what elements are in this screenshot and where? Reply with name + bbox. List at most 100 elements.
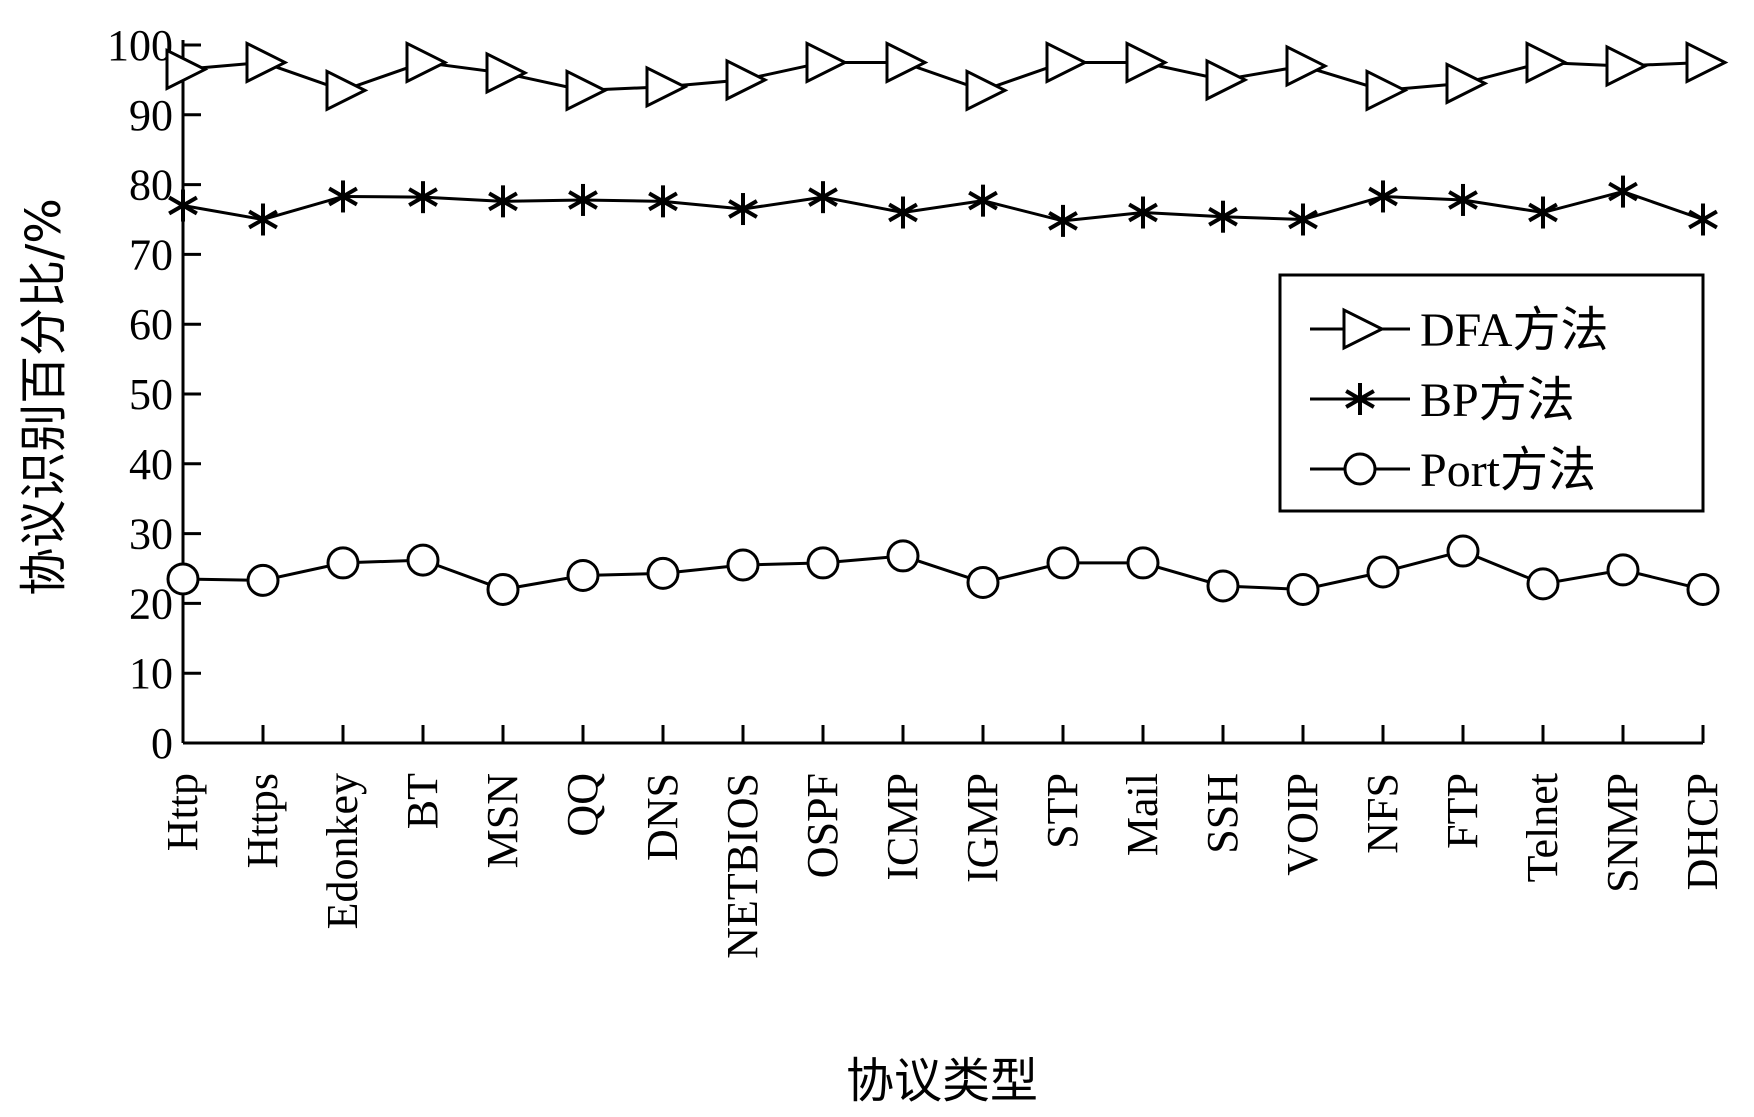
marker-asterisk: [1528, 196, 1558, 229]
marker-circle: [1366, 555, 1400, 589]
x-tick-label: IGMP: [958, 773, 1007, 883]
x-tick-label: DHCP: [1678, 773, 1727, 890]
marker-triangle: [565, 68, 609, 112]
marker-circle: [406, 543, 440, 577]
marker-circle: [1046, 546, 1080, 580]
marker-triangle: [245, 41, 289, 84]
marker-circle: [486, 572, 520, 606]
marker-circle: [966, 565, 1000, 599]
marker-circle: [246, 563, 280, 597]
marker-asterisk: [328, 180, 358, 213]
marker-asterisk: [568, 183, 598, 216]
x-tick-label: SNMP: [1598, 773, 1647, 893]
series-1: [165, 41, 1729, 112]
y-tick-label: 0: [151, 719, 173, 768]
marker-asterisk: [1048, 204, 1078, 237]
marker-asterisk: [1208, 200, 1238, 233]
marker-circle: [886, 539, 920, 573]
series-layer: [165, 41, 1729, 606]
marker-circle: [166, 562, 200, 596]
marker-triangle: [485, 51, 529, 95]
x-tick-label: Http: [158, 773, 207, 851]
x-tick-label: STP: [1038, 773, 1087, 849]
series-line: [182, 190, 1704, 223]
marker-circle: [1286, 572, 1320, 606]
y-tick-label: 70: [129, 230, 173, 279]
marker-triangle: [1342, 307, 1386, 351]
marker-triangle: [805, 41, 849, 84]
x-axis-title: 协议类型: [846, 1053, 1038, 1109]
marker-triangle: [1125, 41, 1169, 84]
x-tick-label: ICMP: [878, 773, 927, 881]
legend-item: BP方法: [1310, 374, 1575, 427]
y-tick-label: 30: [129, 510, 173, 559]
series-3: [166, 534, 1720, 606]
marker-circle: [326, 546, 360, 580]
marker-circle: [566, 558, 600, 592]
marker-asterisk: [1688, 203, 1718, 236]
y-tick-label: 40: [129, 440, 173, 489]
marker-circle: [1526, 567, 1560, 601]
marker-asterisk: [168, 189, 198, 222]
marker-circle: [1126, 546, 1160, 580]
marker-asterisk: [408, 181, 438, 214]
marker-triangle: [1285, 44, 1329, 88]
marker-asterisk: [1368, 180, 1398, 213]
marker-asterisk: [648, 185, 678, 218]
y-tick-label: 100: [107, 21, 173, 70]
marker-asterisk: [888, 196, 918, 229]
x-tick-label: Edonkey: [318, 773, 367, 929]
marker-triangle: [1605, 44, 1649, 88]
legend-label: Port方法: [1420, 444, 1596, 497]
marker-asterisk: [1448, 183, 1478, 216]
marker-circle: [806, 546, 840, 580]
marker-circle: [1606, 553, 1640, 587]
y-tick-label: 50: [129, 370, 173, 419]
marker-triangle: [965, 68, 1009, 112]
marker-circle: [1446, 534, 1480, 568]
x-tick-label: OSPF: [798, 773, 847, 878]
series-2: [168, 175, 1718, 237]
x-tick-label: Telnet: [1518, 773, 1567, 882]
marker-asterisk: [808, 181, 838, 214]
x-tick-label: MSN: [478, 773, 527, 868]
y-tick-label: 10: [129, 649, 173, 698]
marker-triangle: [1205, 58, 1249, 102]
legend-item: Port方法: [1310, 444, 1596, 497]
x-tick-label: Mail: [1118, 773, 1167, 856]
marker-triangle: [885, 41, 929, 84]
y-tick-label: 60: [129, 300, 173, 349]
x-tick-label: FTP: [1438, 773, 1487, 849]
marker-triangle: [1365, 68, 1409, 112]
marker-triangle: [165, 48, 209, 91]
marker-asterisk: [488, 185, 518, 218]
marker-asterisk: [248, 203, 278, 236]
marker-circle: [1686, 572, 1720, 606]
y-tick-label: 20: [129, 579, 173, 628]
legend: DFA方法 BP方法 Port方法: [1278, 273, 1705, 513]
marker-circle: [726, 548, 760, 582]
marker-triangle: [725, 58, 769, 102]
marker-triangle: [325, 68, 369, 112]
x-tick-label: DNS: [638, 773, 687, 861]
marker-circle: [646, 556, 680, 590]
x-tick-label: QQ: [558, 773, 607, 837]
y-tick-label: 90: [129, 91, 173, 140]
marker-asterisk: [1128, 196, 1158, 229]
y-axis-title: 协议识别百分比/%: [16, 198, 72, 596]
marker-asterisk: [1345, 383, 1375, 415]
legend-item: DFA方法: [1310, 304, 1608, 357]
marker-asterisk: [1288, 203, 1318, 236]
marker-triangle: [1445, 61, 1489, 105]
marker-triangle: [1685, 41, 1729, 84]
y-tick-label: 80: [129, 161, 173, 210]
marker-asterisk: [1608, 175, 1638, 208]
marker-triangle: [405, 41, 449, 84]
axes: 0 10 20 30 40 50 60 70 80 90 100 Http Https Edonkey BT…: [107, 21, 1727, 959]
x-tick-label: NFS: [1358, 773, 1407, 854]
marker-asterisk: [728, 193, 758, 226]
x-tick-label: NETBIOS: [718, 773, 767, 959]
marker-circle: [1206, 569, 1240, 603]
x-tick-label: VOIP: [1278, 773, 1327, 876]
